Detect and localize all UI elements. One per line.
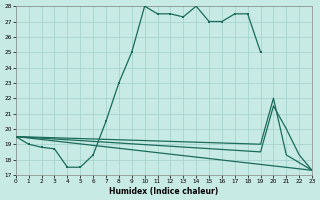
X-axis label: Humidex (Indice chaleur): Humidex (Indice chaleur) [109,187,219,196]
